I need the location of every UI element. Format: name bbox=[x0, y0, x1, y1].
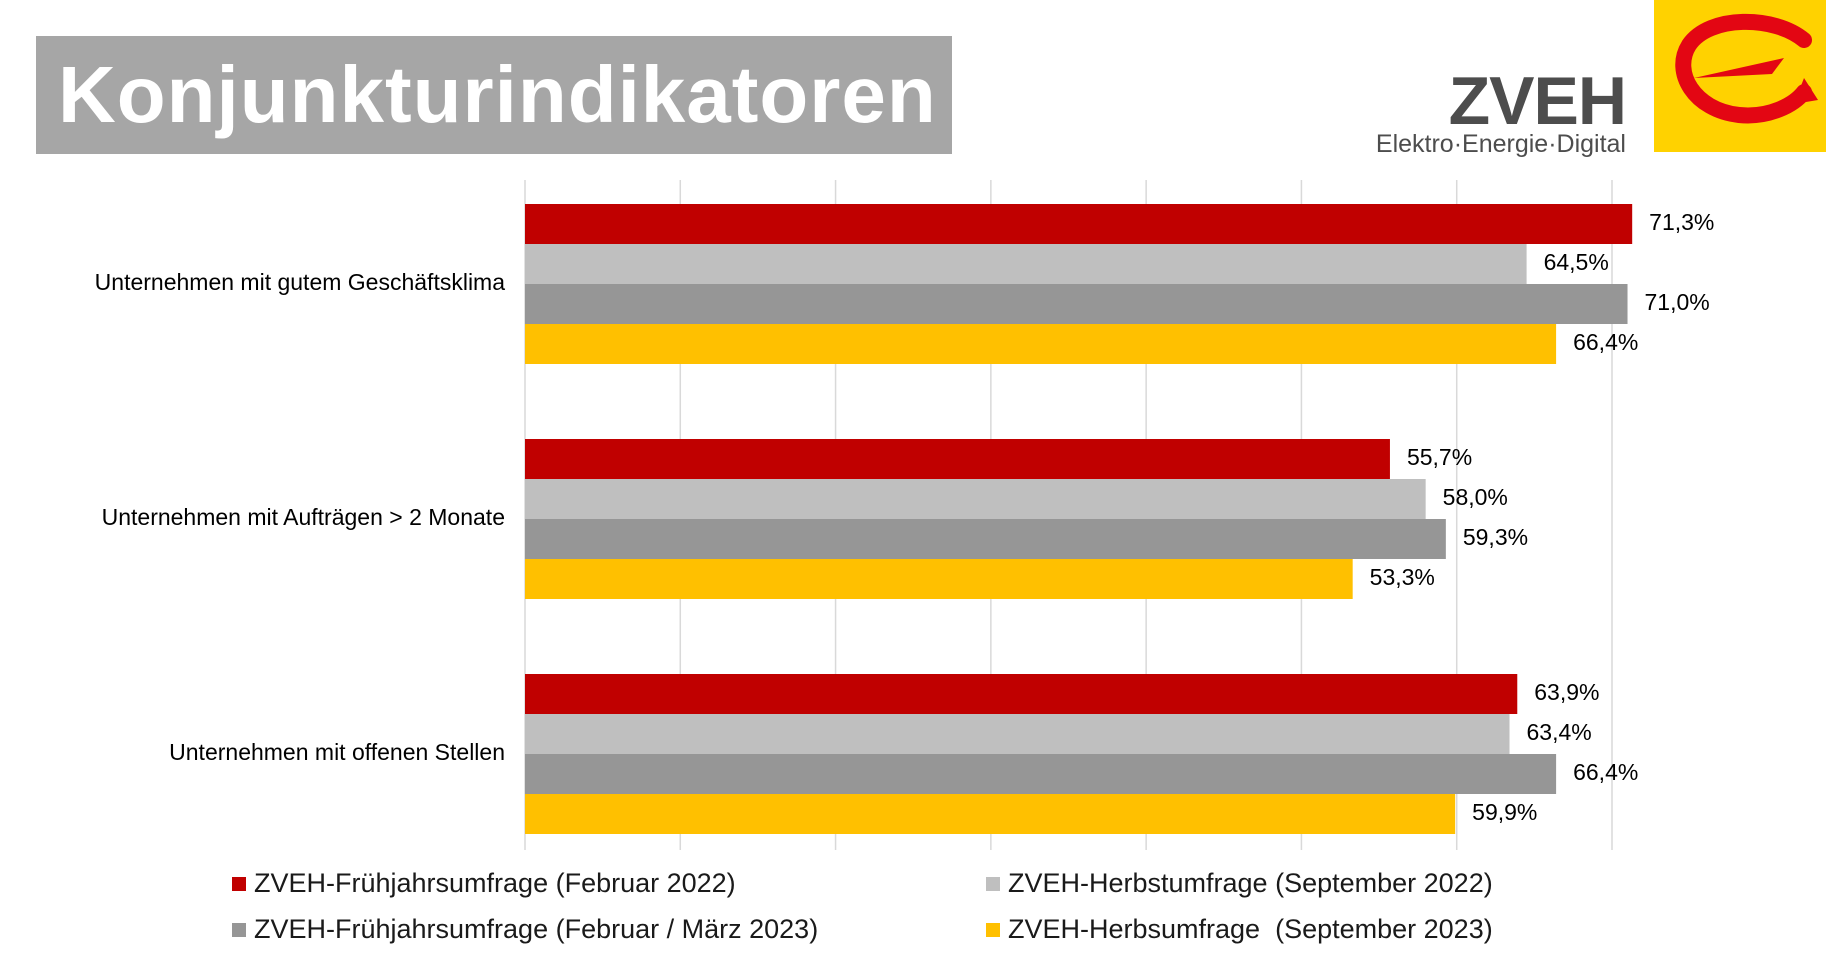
data-label: 59,9% bbox=[1472, 799, 1537, 825]
bar bbox=[525, 479, 1426, 519]
legend-item: ZVEH-Herbsumfrage (September 2023) bbox=[986, 914, 1493, 945]
category-label: Unternehmen mit gutem Geschäftsklima bbox=[95, 269, 506, 295]
data-label: 55,7% bbox=[1407, 444, 1472, 470]
data-label: 63,4% bbox=[1527, 719, 1592, 745]
category-label: Unternehmen mit offenen Stellen bbox=[169, 739, 505, 765]
legend-label: ZVEH-Frühjahrsumfrage (Februar 2022) bbox=[254, 868, 736, 898]
brand-name: ZVEH bbox=[1448, 63, 1627, 139]
legend-swatch bbox=[232, 876, 246, 891]
legend-swatch bbox=[232, 922, 246, 937]
data-label: 58,0% bbox=[1443, 484, 1508, 510]
bar bbox=[525, 284, 1628, 324]
bar bbox=[525, 324, 1557, 364]
legend: ZVEH-Frühjahrsumfrage (Februar 2022) ZVEH… bbox=[232, 868, 1632, 964]
bar bbox=[525, 559, 1353, 599]
data-label: 71,3% bbox=[1649, 209, 1714, 235]
bar bbox=[525, 519, 1446, 559]
brand-tagline: Elektro·Energie·Digital bbox=[1375, 130, 1626, 158]
data-label: 66,4% bbox=[1573, 759, 1638, 785]
bar bbox=[525, 714, 1510, 754]
legend-item: ZVEH-Frühjahrsumfrage (Februar / März 20… bbox=[232, 914, 818, 945]
bar bbox=[525, 754, 1557, 794]
title-banner: Konjunkturindikatoren bbox=[36, 36, 952, 154]
category-label: Unternehmen mit Aufträgen > 2 Monate bbox=[102, 504, 505, 530]
data-label: 63,9% bbox=[1534, 679, 1599, 705]
legend-swatch bbox=[986, 922, 1000, 937]
e-mark-icon bbox=[1675, 13, 1818, 124]
legend-item: ZVEH-Herbstumfrage (September 2022) bbox=[986, 868, 1493, 899]
data-label: 59,3% bbox=[1463, 524, 1528, 550]
bar bbox=[525, 244, 1527, 284]
legend-label: ZVEH-Herbstumfrage (September 2022) bbox=[1008, 868, 1493, 898]
bar bbox=[525, 204, 1633, 244]
bar bbox=[525, 794, 1456, 834]
legend-swatch bbox=[986, 876, 1000, 891]
data-label: 53,3% bbox=[1370, 564, 1435, 590]
bar bbox=[525, 439, 1390, 479]
legend-label: ZVEH-Herbsumfrage (September 2023) bbox=[1008, 914, 1493, 944]
legend-item: ZVEH-Frühjahrsumfrage (Februar 2022) bbox=[232, 868, 736, 899]
data-label: 66,4% bbox=[1573, 329, 1638, 355]
page-title: Konjunkturindikatoren bbox=[58, 50, 937, 139]
data-label: 71,0% bbox=[1645, 289, 1710, 315]
data-label: 64,5% bbox=[1544, 249, 1609, 275]
bar bbox=[525, 674, 1518, 714]
zveh-logo bbox=[1654, 0, 1826, 152]
legend-label: ZVEH-Frühjahrsumfrage (Februar / März 20… bbox=[254, 914, 819, 944]
